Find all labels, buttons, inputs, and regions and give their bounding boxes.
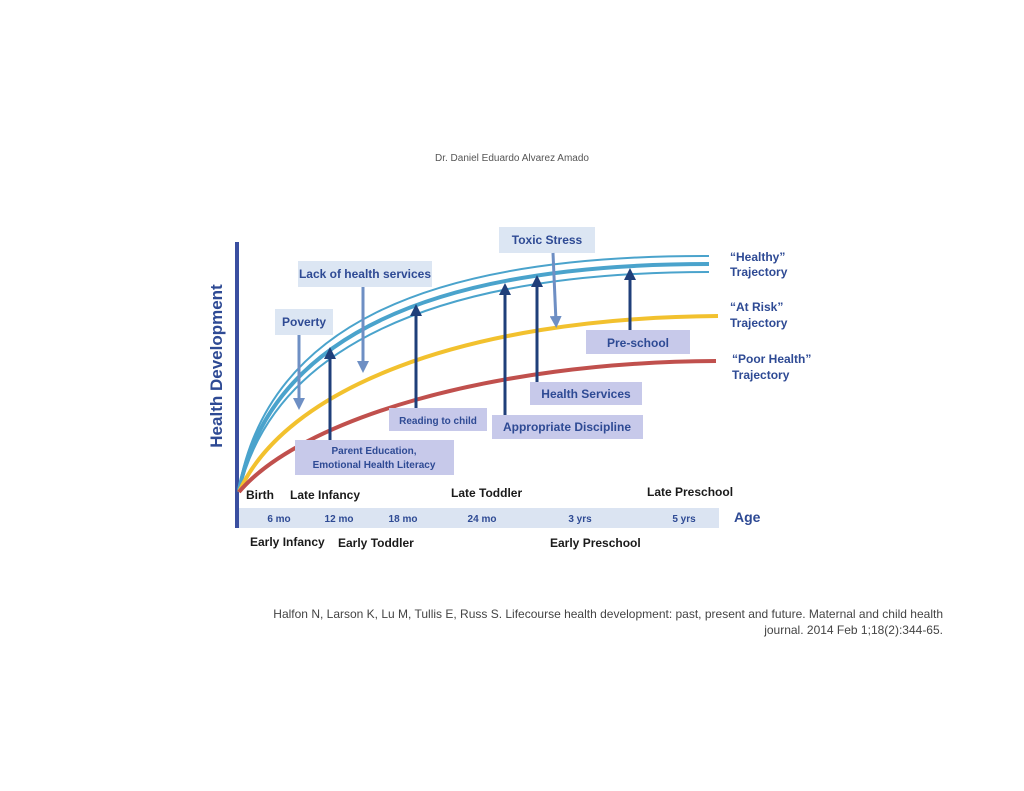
stage-birth: Birth [246, 488, 274, 502]
health-services-box [530, 382, 642, 405]
discipline-box [492, 415, 643, 439]
health-services-label: Health Services [541, 387, 631, 401]
discipline-label: Appropriate Discipline [503, 420, 631, 434]
reading-box [389, 408, 487, 431]
citation-line-2: journal. 2014 Feb 1;18(2):344-65. [764, 623, 943, 637]
parent-education-label-2: Emotional Health Literacy [313, 460, 436, 471]
stage-late-toddler: Late Toddler [451, 486, 522, 500]
at-risk-label-1: “At Risk” [730, 300, 783, 314]
healthy-trajectory-outer [238, 254, 710, 489]
healthy-trajectory-main [237, 262, 710, 491]
age-tick-12mo: 12 mo [325, 514, 354, 525]
poverty-label: Poverty [282, 315, 326, 329]
citation: Halfon N, Larson K, Lu M, Tullis E, Russ… [243, 606, 943, 638]
poverty-box [275, 309, 333, 335]
preschool-box [586, 330, 690, 354]
stage-late-preschool: Late Preschool [647, 485, 733, 499]
parent-education-label-1: Parent Education, [331, 446, 416, 457]
age-tick-3yrs: 3 yrs [568, 514, 592, 525]
citation-line-1: Halfon N, Larson K, Lu M, Tullis E, Russ… [273, 607, 943, 621]
poor-health-label-2: Trajectory [732, 368, 790, 382]
at-risk-trajectory [237, 314, 719, 493]
x-axis-label: Age [734, 509, 761, 525]
healthy-label-1: “Healthy” [730, 250, 785, 264]
stage-early-toddler: Early Toddler [338, 536, 414, 550]
stage-early-preschool: Early Preschool [550, 536, 641, 550]
lack-services-label: Lack of health services [299, 267, 431, 281]
age-tick-18mo: 18 mo [389, 514, 418, 525]
author-credit: Dr. Daniel Eduardo Alvarez Amado [435, 153, 589, 164]
y-axis-label: Health Development [207, 284, 226, 448]
age-band [239, 508, 719, 528]
toxic-stress-arrow [549, 252, 562, 328]
age-tick-6mo: 6 mo [267, 514, 290, 525]
age-tick-5yrs: 5 yrs [672, 514, 696, 525]
healthy-label-2: Trajectory [730, 265, 788, 279]
parent-education-box [295, 440, 454, 475]
stage-late-infancy: Late Infancy [290, 488, 360, 502]
poor-health-label-1: “Poor Health” [732, 352, 811, 366]
preschool-label: Pre-school [607, 336, 669, 350]
healthy-trajectory-inner [238, 271, 710, 493]
lack-services-box [298, 261, 432, 287]
stage-early-infancy: Early Infancy [250, 535, 325, 549]
at-risk-label-2: Trajectory [730, 316, 788, 330]
age-tick-24mo: 24 mo [468, 514, 497, 525]
reading-label: Reading to child [399, 416, 477, 427]
toxic-stress-label: Toxic Stress [512, 233, 583, 247]
toxic-stress-box [499, 227, 595, 253]
